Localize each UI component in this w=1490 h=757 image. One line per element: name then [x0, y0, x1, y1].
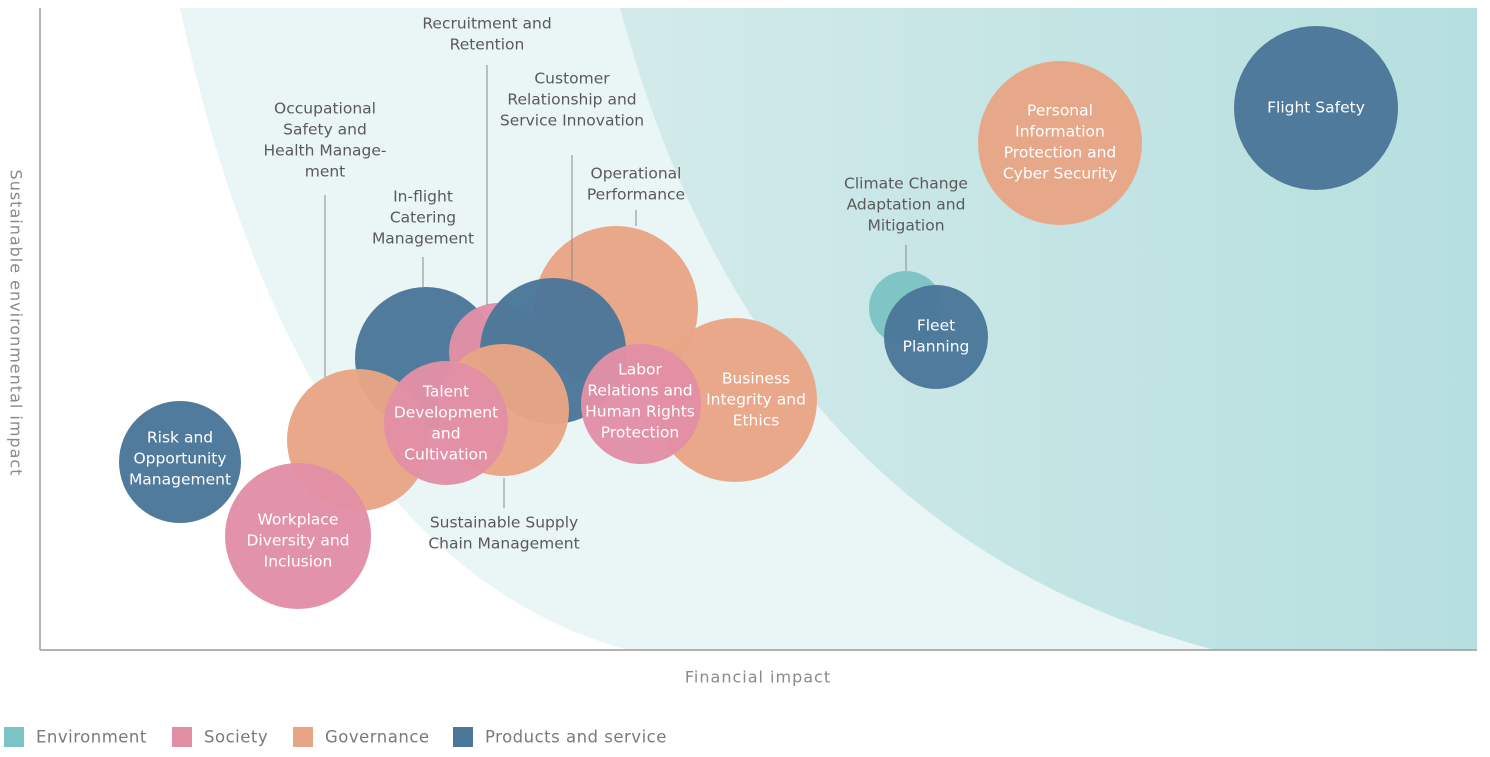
bubble-label: Relations and — [587, 382, 692, 400]
bubble-label: Opportunity — [133, 450, 226, 468]
legend-label: Products and service — [485, 728, 667, 747]
bubble-label: Mitigation — [867, 217, 944, 235]
bubble-label: Protection and — [1004, 144, 1117, 162]
bubble-label: Labor — [618, 361, 662, 379]
bubble-label: Flight Safety — [1267, 99, 1365, 117]
bubble-label: Safety and — [283, 121, 367, 139]
bubble-label: ment — [305, 163, 346, 181]
bubble — [653, 318, 817, 482]
bubble-label: Personal — [1027, 102, 1093, 120]
bubble-label: Management — [372, 230, 474, 248]
bubble-label: Climate Change — [844, 175, 968, 193]
bubble-label: Adaptation and — [847, 196, 966, 214]
bubble-label: Inclusion — [264, 553, 333, 571]
legend-swatch — [453, 727, 473, 747]
bubble-label: and — [431, 425, 460, 443]
bubble — [581, 344, 701, 464]
bubble — [384, 361, 508, 485]
bubble-label: Ethics — [733, 412, 780, 430]
bubble-label: Cyber Security — [1003, 165, 1117, 183]
bubble — [978, 61, 1142, 225]
bubble-label: Service Innovation — [500, 112, 644, 130]
bubble-label: Management — [129, 471, 231, 489]
x-axis-label: Financial impact — [685, 668, 831, 687]
bubble-label: Performance — [587, 186, 685, 204]
legend-swatch — [172, 727, 192, 747]
bubble-label: Integrity and — [706, 391, 806, 409]
bubble — [1234, 26, 1398, 190]
legend-swatch — [4, 727, 24, 747]
bubble-label: Relationship and — [507, 91, 636, 109]
bubble-label: Health Manage- — [264, 142, 387, 160]
legend-swatch — [293, 727, 313, 747]
bubble — [119, 401, 241, 523]
bubble-label: Chain Management — [428, 535, 579, 553]
bubble-label: Information — [1015, 123, 1105, 141]
bubble-label: Risk and — [147, 429, 213, 447]
bubble-label: Planning — [903, 338, 970, 356]
bubble-label: Business — [722, 370, 790, 388]
bubble-label: Workplace — [258, 511, 339, 529]
bubble-label: Fleet — [917, 317, 955, 335]
y-axis-label: Sustainable environmental impact — [7, 170, 26, 477]
bubble — [225, 463, 371, 609]
bubble-label: Talent — [422, 383, 469, 401]
bubble-label: Human Rights — [585, 403, 695, 421]
legend-label: Environment — [36, 728, 147, 747]
bubbles: Operational Performance In-flight Catering M… — [119, 15, 1398, 609]
legend: Environment Society Governance Products and… — [4, 727, 667, 747]
legend-label: Society — [204, 728, 268, 747]
bubble-label: Occupational — [274, 100, 376, 118]
bubble-label: Sustainable Supply — [430, 514, 578, 532]
bubble-label: Development — [394, 404, 498, 422]
bubble-label: Catering — [390, 209, 456, 227]
bubble-label: Cultivation — [404, 446, 488, 464]
bubble-label: Operational — [591, 165, 682, 183]
bubble-label: Customer — [534, 70, 610, 88]
bubble-label: Recruitment and — [422, 15, 551, 33]
bubble-label: Retention — [450, 36, 525, 54]
bubble — [884, 285, 988, 389]
bubble-label: Diversity and — [246, 532, 349, 550]
legend-label: Governance — [325, 728, 430, 747]
bubble-label: Protection — [601, 424, 679, 442]
bubble-label: In-flight — [393, 188, 453, 206]
